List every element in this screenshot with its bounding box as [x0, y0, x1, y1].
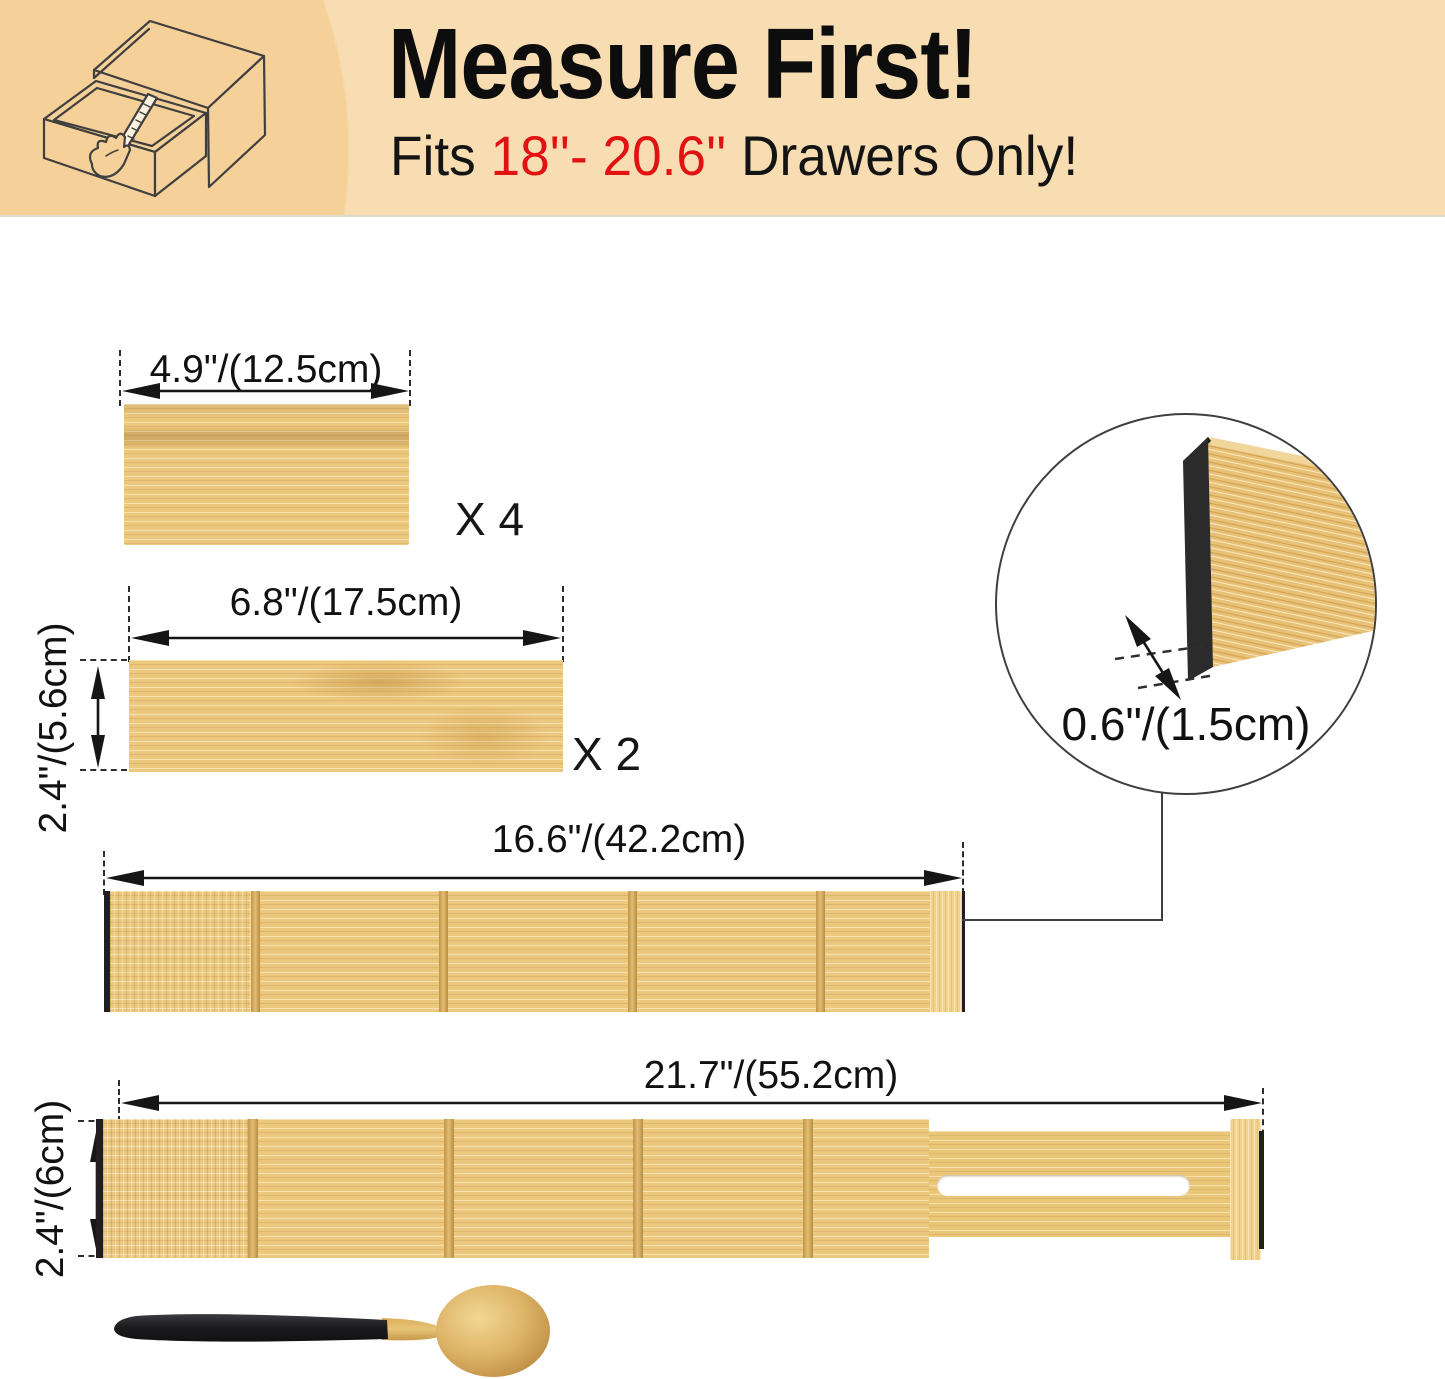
- dashed-guide: [409, 350, 411, 406]
- spoon-image: [114, 1285, 550, 1377]
- banner: Measure First! Fits 18''- 20.6'' Drawers…: [0, 0, 1445, 217]
- expansion-end-cap: [1230, 1119, 1261, 1260]
- divider-groove: [439, 891, 448, 1012]
- thickness-detail-circle: 0.6"/(1.5cm): [995, 413, 1377, 795]
- dashed-guide: [562, 586, 564, 662]
- divider-groove: [803, 1119, 813, 1258]
- bamboo-texture: [103, 1119, 248, 1258]
- dashed-guide: [80, 659, 127, 661]
- divider-groove: [248, 1119, 258, 1258]
- divider-groove: [444, 1119, 454, 1258]
- bamboo-texture: [110, 891, 251, 1012]
- width-dim-arrow: [131, 630, 561, 646]
- slide-arm: [929, 1131, 1232, 1237]
- thickness-dim-arrow: [1125, 615, 1181, 700]
- spoon-neck: [382, 1318, 442, 1341]
- banner-subtitle: Fits 18''- 20.6'' Drawers Only!: [390, 128, 1078, 184]
- medium-board-qty: X 2: [572, 728, 642, 780]
- rubber-end-pad: [1259, 1131, 1264, 1249]
- expansion-end-cap: [930, 891, 962, 1012]
- rubber-end-pad: [962, 891, 965, 1012]
- long-divider-width-label: 16.6"/(42.2cm): [491, 818, 747, 861]
- divider-body: [110, 891, 930, 1012]
- small-board-width-label: 4.9"/(12.5cm): [149, 348, 383, 391]
- bamboo-face: [1208, 437, 1375, 667]
- divider-body: [103, 1119, 929, 1258]
- medium-board-height-label: 2.4"/(5.6cm): [32, 622, 75, 834]
- divider-groove: [251, 891, 260, 1012]
- extended-divider-height-label: 2.4"/(6cm): [29, 1099, 72, 1279]
- dashed-guide: [1137, 673, 1216, 690]
- detail-callout-line: [962, 793, 1163, 921]
- bamboo-texture: [124, 404, 409, 545]
- wood-knot: [419, 705, 549, 767]
- width-dim-arrow: [122, 383, 409, 399]
- extended-divider: [96, 1119, 929, 1258]
- dashed-guide: [118, 1080, 120, 1122]
- dashed-guide: [128, 586, 130, 662]
- long-divider: [104, 891, 965, 1012]
- dashed-guide: [119, 350, 121, 406]
- rubber-end-pad: [104, 891, 110, 1012]
- rubber-pad-face: [1183, 437, 1213, 681]
- dashed-guide: [80, 769, 127, 771]
- divider-groove: [816, 891, 825, 1012]
- thickness-label: 0.6"/(1.5cm): [1061, 698, 1311, 750]
- height-dim-arrow: [91, 666, 105, 768]
- dashed-guide: [103, 851, 105, 895]
- spoon-handle: [114, 1314, 388, 1342]
- small-board-qty: X 4: [455, 493, 525, 545]
- divider-groove: [633, 1119, 643, 1258]
- width-dim-arrow: [121, 1095, 1262, 1111]
- width-dim-arrow: [106, 870, 962, 886]
- subtitle-prefix: Fits: [390, 124, 491, 187]
- small-board: [124, 404, 409, 545]
- spoon-bowl: [436, 1285, 550, 1377]
- drawer-measuring-illustration: [42, 19, 267, 198]
- dashed-guide: [962, 842, 964, 894]
- subtitle-size-range: 18''- 20.6'': [490, 124, 727, 187]
- medium-board-width-label: 6.8"/(17.5cm): [229, 581, 463, 624]
- rubber-end-pad: [96, 1119, 103, 1258]
- wood-knot: [289, 662, 469, 702]
- extended-divider-width-label: 21.7"/(55.2cm): [643, 1054, 899, 1097]
- dashed-guide: [1262, 1088, 1264, 1146]
- medium-board: [129, 660, 563, 772]
- adjustment-slot: [937, 1175, 1190, 1196]
- banner-title: Measure First!: [388, 8, 978, 120]
- subtitle-suffix: Drawers Only!: [726, 124, 1079, 187]
- divider-groove: [628, 891, 637, 1012]
